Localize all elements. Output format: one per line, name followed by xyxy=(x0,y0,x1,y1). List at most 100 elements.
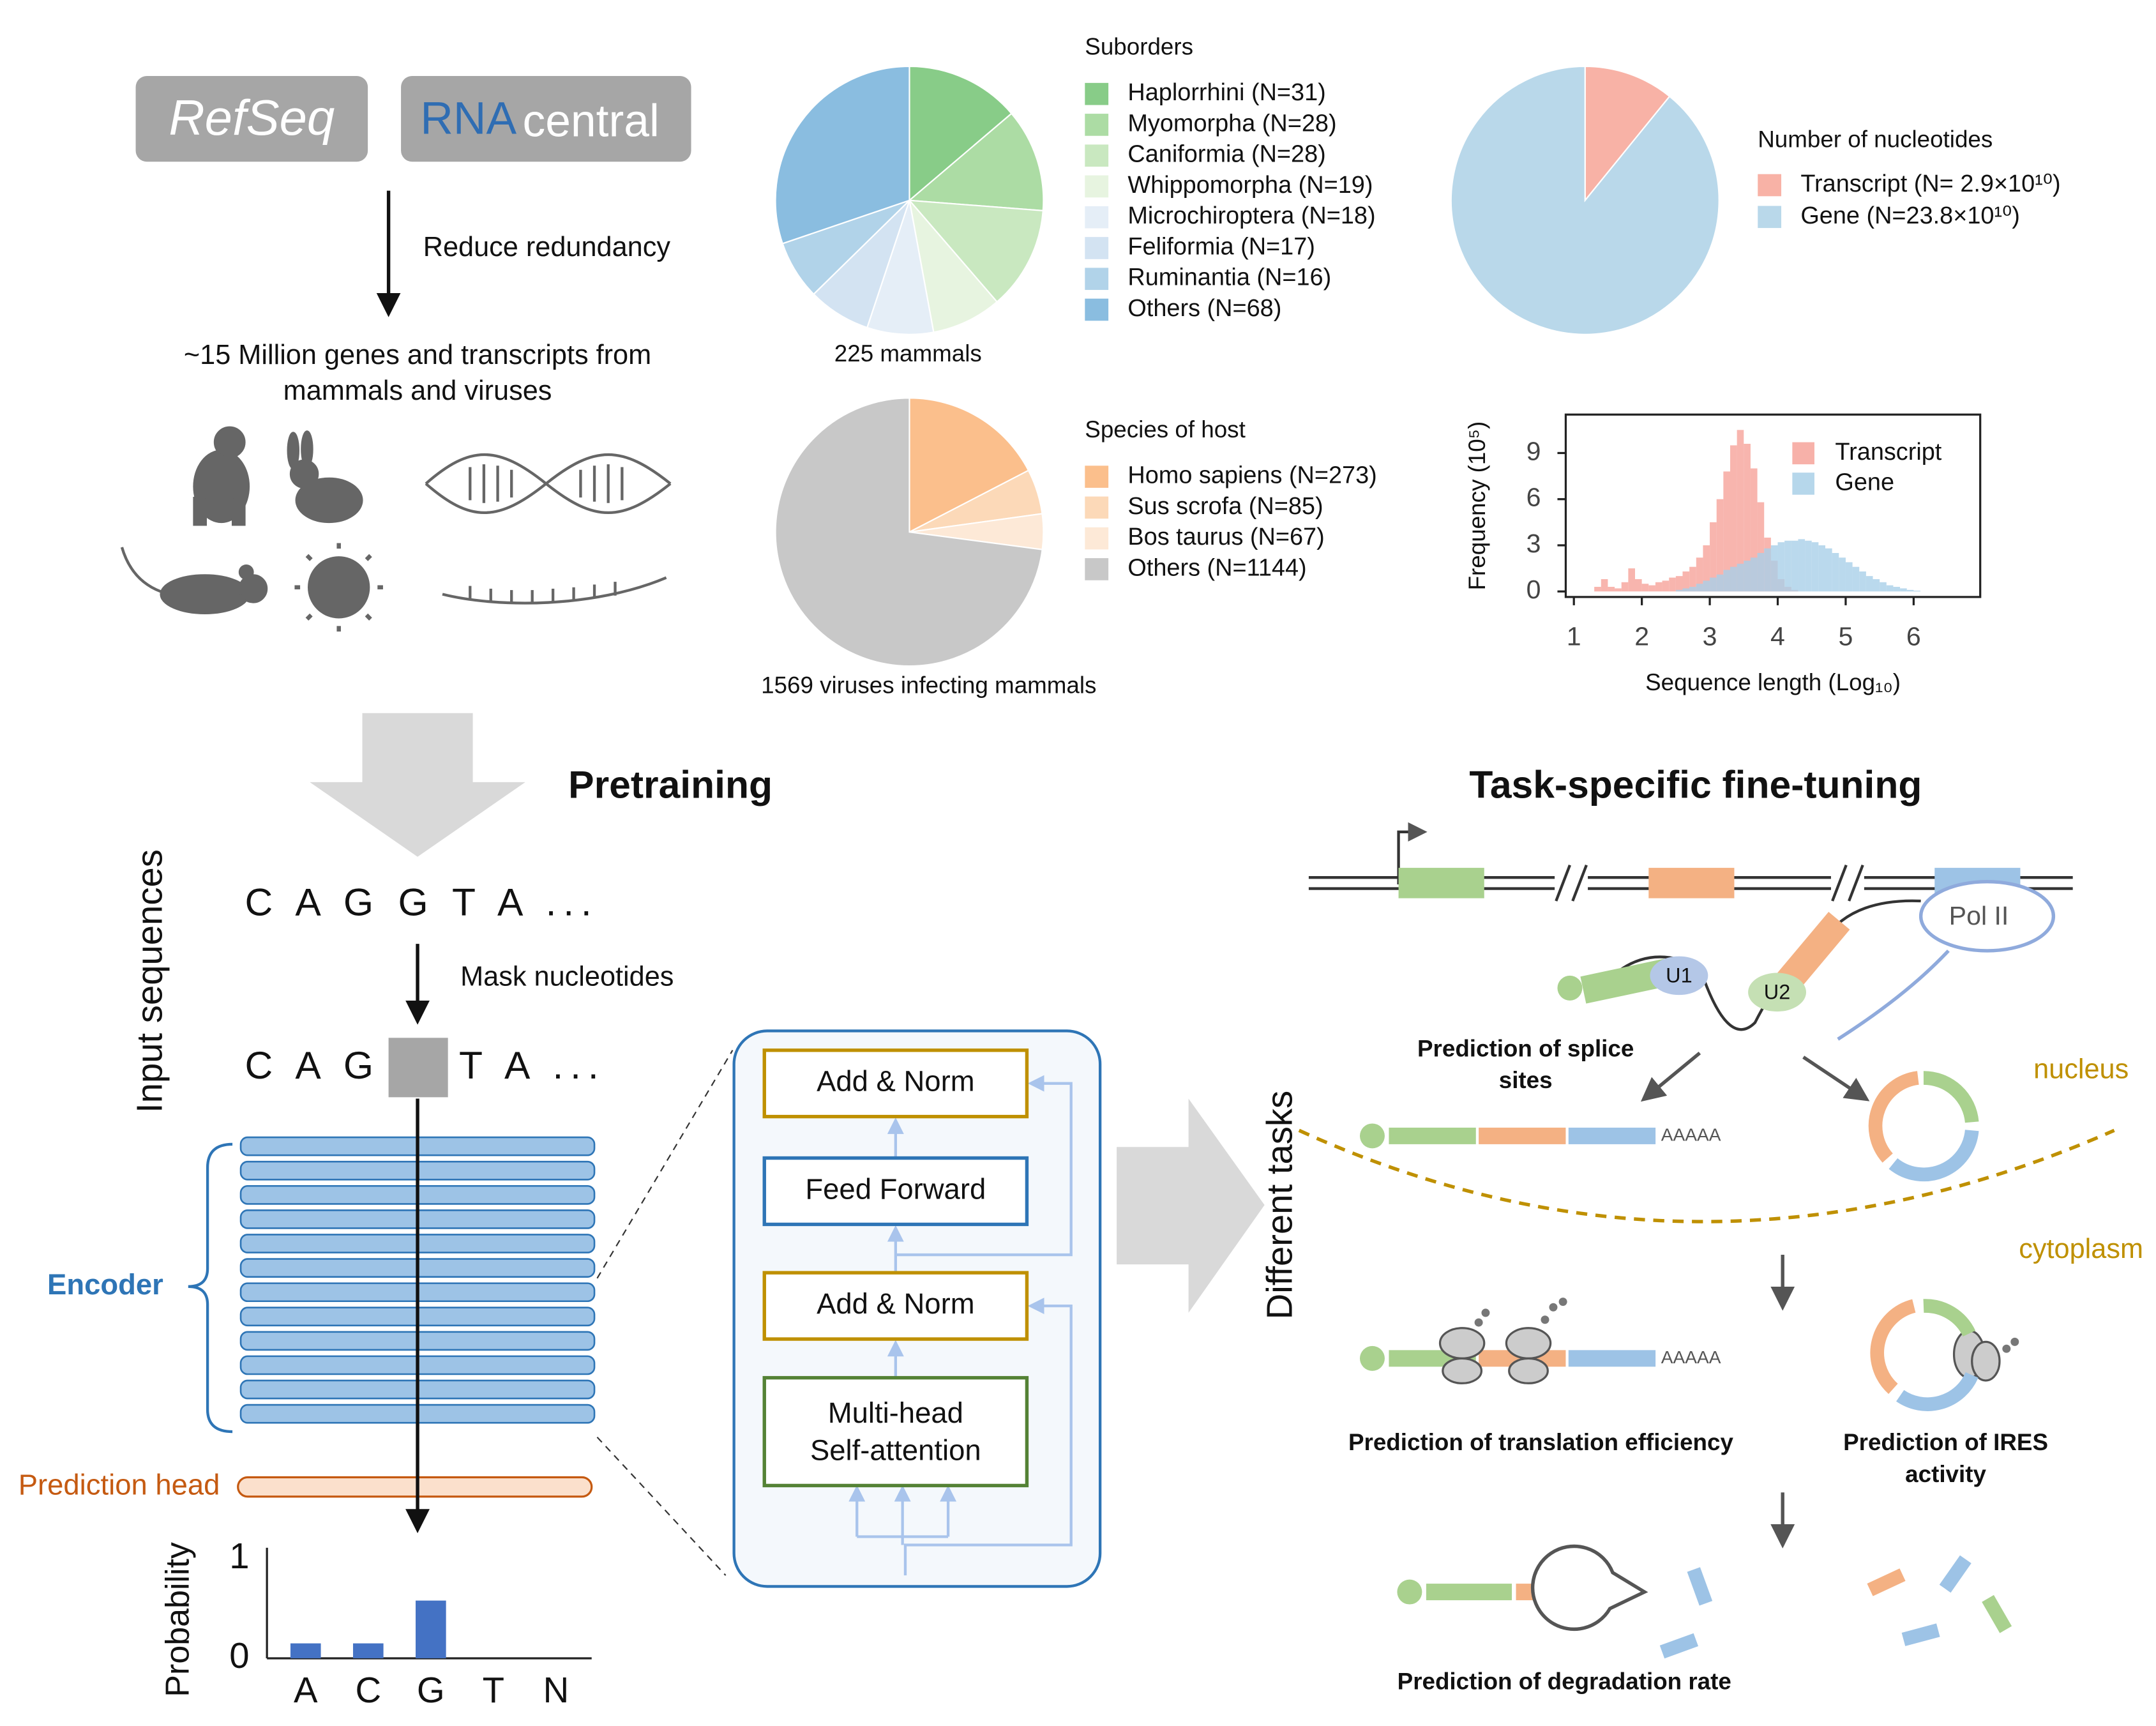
histogram-bar xyxy=(1744,561,1751,592)
icon-shape xyxy=(305,613,313,621)
finetuning-shape xyxy=(1901,1623,1940,1646)
x-tick-label: N xyxy=(543,1670,569,1710)
finetuning-shape xyxy=(1923,1071,1979,1123)
group xyxy=(1438,1327,2001,1384)
bar xyxy=(352,1643,384,1658)
finetuning-shape xyxy=(1389,1127,1476,1144)
u1-label: U1 xyxy=(1666,964,1692,987)
y-tick-label: 6 xyxy=(1527,483,1541,512)
pretraining-shape xyxy=(388,1038,448,1098)
corpus-line: mammals and viruses xyxy=(283,375,552,406)
x-tick-label: 4 xyxy=(1770,622,1785,651)
x-tick-label: A xyxy=(294,1670,318,1710)
histogram-bar xyxy=(1682,588,1690,592)
finetuning-shape xyxy=(1919,880,2056,953)
icon-shape xyxy=(442,576,667,605)
group xyxy=(1474,1298,2019,1353)
y-tick-label: 0 xyxy=(1527,575,1541,604)
histogram-bar xyxy=(1811,542,1819,592)
finetuning-shape xyxy=(1640,1051,1701,1102)
pol-label: Pol II xyxy=(1949,901,2009,930)
finetuning-shape xyxy=(1868,1071,1919,1163)
finetuning-shape xyxy=(1867,1568,1906,1596)
finetuning-shape xyxy=(1939,1555,1971,1593)
legend-title: Species of host xyxy=(1085,416,1245,443)
finetuning-shape xyxy=(1982,1594,2012,1633)
central-logo: central xyxy=(523,96,660,147)
axis-label: Input sequences xyxy=(129,849,169,1113)
finetuning-shape xyxy=(1426,1584,1512,1601)
icon xyxy=(120,426,672,632)
task-label: Prediction of splice xyxy=(1417,1035,1634,1061)
legend-swatch xyxy=(1085,114,1109,136)
histogram-bar xyxy=(1880,582,1887,592)
icon-shape xyxy=(295,477,363,524)
block-label: Add & Norm xyxy=(817,1065,974,1098)
icon-shape xyxy=(305,554,313,561)
legend-label: Feliformia (N=17) xyxy=(1127,233,1315,260)
group xyxy=(848,1075,1073,1576)
histogram-bar xyxy=(1689,566,1696,592)
y-axis-label: Frequency (10⁵) xyxy=(1464,421,1490,591)
finetuning-shape xyxy=(1541,1315,1549,1324)
histogram-bar xyxy=(1669,577,1676,592)
pretraining-shape xyxy=(237,1476,593,1498)
sequence: T A ... xyxy=(459,1043,606,1087)
histogram-bar xyxy=(1730,566,1737,592)
charts: Haplorrhini (N=31) Myomorpha (N=28) Canifo… xyxy=(160,33,2061,1709)
axis-label: Different tasks xyxy=(1260,1091,1300,1319)
icon-shape xyxy=(301,430,313,468)
finetuning-shape xyxy=(1555,864,1571,902)
histogram-bar xyxy=(1634,579,1642,592)
group xyxy=(1555,864,1864,902)
histogram-bar xyxy=(1886,585,1894,592)
legend-swatch xyxy=(1792,442,1814,465)
finetuning-shape xyxy=(1359,1345,1385,1371)
x-tick-label: T xyxy=(483,1670,504,1710)
histogram-bar xyxy=(1825,548,1832,592)
x-tick-label: 1 xyxy=(1567,622,1581,651)
pretraining: Pretraining Input sequences C A G G T A … xyxy=(19,713,1265,1588)
histogram-bar xyxy=(1696,584,1703,592)
sources-shape xyxy=(135,76,368,162)
finetuning-shape xyxy=(1397,1579,1422,1605)
legend-title: Number of nucleotides xyxy=(1758,126,1993,152)
finetuning-shape xyxy=(1438,1327,1486,1359)
block-label: Self-attention xyxy=(810,1434,981,1467)
rna-logo: RNA xyxy=(420,93,516,144)
step-label: Mask nucleotides xyxy=(460,962,674,992)
finetuning-shape xyxy=(1474,1318,1483,1327)
legend-swatch xyxy=(1792,473,1814,495)
y-tick-label: 9 xyxy=(1527,436,1541,466)
histogram-bar xyxy=(1750,468,1758,592)
step-label: Reduce redundancy xyxy=(423,232,671,262)
sources: RefSeq RNA central Reduce redundancy ~15… xyxy=(135,76,691,406)
icon-shape xyxy=(238,564,254,580)
pretraining-shape xyxy=(762,1271,1029,1341)
section-title: Pretraining xyxy=(568,763,773,806)
histogram-bar xyxy=(1906,589,1914,592)
group xyxy=(469,464,624,503)
pretraining-shape xyxy=(188,1142,233,1434)
pie-slice xyxy=(908,198,999,333)
histogram-bar xyxy=(1750,557,1758,592)
histogram-bar xyxy=(1628,568,1635,592)
histogram-bar xyxy=(1682,571,1690,592)
legend-label: Haplorrhini (N=31) xyxy=(1127,79,1325,106)
histogram-bar xyxy=(1866,576,1873,592)
legend-swatch xyxy=(1085,82,1109,105)
task-label: Prediction of degradation rate xyxy=(1398,1669,1731,1695)
finetuning-shape xyxy=(1659,1633,1699,1659)
legend-swatch xyxy=(1758,174,1782,197)
legend-swatch xyxy=(1085,527,1109,550)
pie-slice xyxy=(908,65,1013,202)
icon-shape xyxy=(160,574,250,614)
histogram-bar xyxy=(1675,589,1683,592)
icon-shape xyxy=(307,556,370,619)
finetuning-shape xyxy=(1888,1129,1979,1182)
finetuning-shape xyxy=(1802,1056,1870,1101)
legend-swatch xyxy=(1085,144,1109,167)
histogram-bar xyxy=(1764,548,1771,592)
legend-label: Gene (N=23.8×10¹⁰) xyxy=(1800,202,2020,229)
sequence: C A G xyxy=(245,1043,381,1087)
